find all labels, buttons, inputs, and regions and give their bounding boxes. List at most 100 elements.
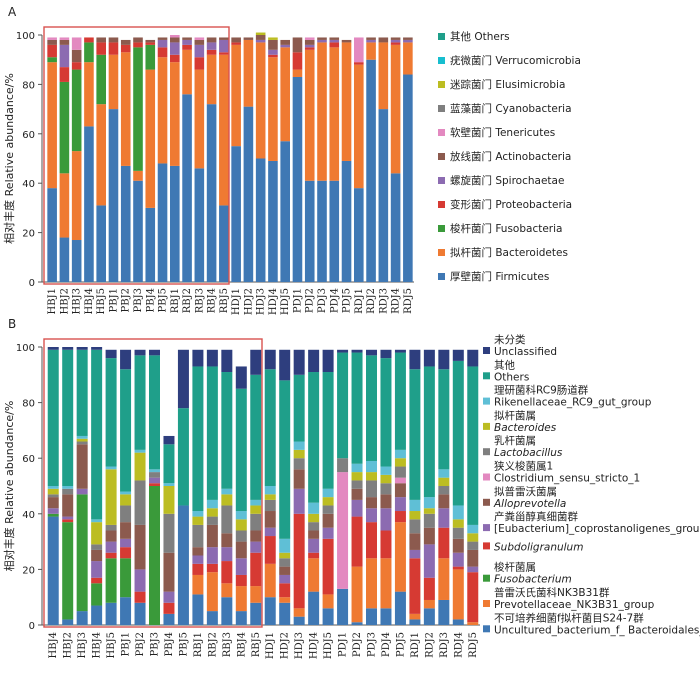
legend-label: 梭杆菌门 Fusobacteria — [450, 222, 562, 235]
category-label: HBJ4 — [84, 288, 95, 314]
bar-segment — [120, 538, 132, 548]
bar-segment — [59, 237, 70, 282]
bar-segment — [279, 552, 291, 559]
category-label: HDJ2 — [280, 632, 291, 659]
bar-segment — [59, 173, 70, 238]
y-tick-label: 100 — [16, 343, 35, 354]
category-label: HBJ3 — [77, 632, 88, 658]
category-label: PDJ1 — [338, 632, 349, 657]
bar-segment — [177, 349, 189, 409]
bar-segment — [231, 37, 241, 43]
category-label: HBJ4 — [48, 632, 59, 658]
bar-segment — [378, 37, 389, 43]
bar-segment — [308, 591, 320, 625]
bar-segment — [438, 349, 450, 370]
bar-segment — [76, 494, 88, 612]
bar-segment — [366, 37, 376, 40]
category-label: PDJ1 — [292, 288, 303, 313]
bar-segment — [206, 516, 218, 525]
bar-segment — [366, 522, 377, 559]
legend-label: Clostridium_sensu_stricto_1 — [494, 473, 640, 485]
bar-segment — [255, 158, 266, 282]
bar-segment — [163, 486, 175, 514]
bar-segment — [280, 47, 290, 142]
bar-segment — [76, 611, 88, 625]
category-label: HBJ5 — [96, 288, 107, 314]
bar-segment — [134, 452, 146, 481]
bar-segment — [235, 519, 247, 531]
category-label: RDJ4 — [391, 288, 402, 314]
bar-segment — [163, 613, 175, 625]
bar-segment — [59, 44, 70, 68]
bar-segment — [192, 524, 204, 548]
category-label: PDJ4 — [329, 288, 340, 313]
bar-segment — [452, 566, 464, 570]
bar-segment — [366, 460, 377, 473]
y-tick-label: 60 — [22, 454, 35, 465]
bar-segment — [134, 524, 146, 570]
bar-segment — [351, 480, 363, 489]
bar-segment — [105, 530, 117, 542]
category-label: RDJ5 — [468, 632, 479, 658]
bar-segment — [308, 372, 320, 503]
bar-segment — [120, 494, 132, 506]
bar-segment — [438, 477, 450, 486]
legend-label: Unclassified — [494, 346, 557, 358]
bar-segment — [105, 602, 117, 625]
bar-segment — [120, 558, 132, 598]
bar-segment — [163, 435, 175, 445]
bar-segment — [250, 530, 262, 542]
bar-segment — [317, 180, 327, 282]
bar-segment — [337, 352, 349, 459]
bar-segment — [120, 349, 132, 370]
bar-segment — [235, 366, 247, 389]
bar-segment — [84, 126, 94, 282]
bar-segment — [250, 602, 262, 625]
legend-label: Uncultured_bacterium_f_ Bacteroidales_S2… — [494, 624, 700, 636]
panel-label: A — [8, 5, 17, 19]
legend-swatch — [483, 542, 490, 550]
bar-segment — [264, 527, 276, 537]
bar-segment — [206, 49, 217, 55]
bar-segment — [206, 42, 217, 50]
bar-segment — [423, 577, 435, 600]
bar-segment — [149, 472, 160, 478]
y-tick-label: 40 — [22, 510, 35, 521]
bar-segment — [206, 366, 218, 500]
category-label: RBJ1 — [193, 632, 204, 657]
bar-segment — [243, 37, 254, 40]
highlight-box — [43, 26, 230, 285]
legend-swatch — [483, 448, 490, 456]
category-label: HDJ1 — [231, 288, 242, 315]
bar-segment — [337, 588, 349, 625]
bar-segment — [91, 347, 103, 350]
bar-segment — [279, 380, 291, 539]
bar-segment — [194, 57, 205, 70]
bar-segment — [206, 349, 218, 367]
legend-label: 疣微菌门 Verrucomicrobia — [450, 54, 581, 67]
legend-label: 螺旋菌门 Spirochaetae — [450, 174, 564, 187]
bar-segment — [308, 538, 320, 553]
legend-label: 软壁菌门 Tenericutes — [450, 126, 555, 139]
legend-label-cn: 乳杆菌属 — [494, 434, 536, 447]
bar-segment — [76, 488, 88, 495]
bar-segment — [206, 547, 218, 564]
bar-segment — [423, 497, 435, 509]
legend-label-cn: 不可培养细菌f拟杆菌目S24-7群 — [494, 611, 644, 624]
bar-segment — [366, 39, 376, 43]
legend-label-cn: 狭义梭菌属1 — [494, 460, 553, 473]
bar-segment — [96, 37, 106, 43]
bar-segment — [105, 524, 117, 531]
bar-segment — [354, 64, 364, 189]
legend-swatch — [438, 201, 445, 208]
bar-segment — [438, 369, 450, 470]
bar-segment — [192, 555, 204, 564]
bar-segment — [105, 466, 117, 470]
bar-segment — [221, 561, 233, 584]
bar-segment — [293, 513, 305, 609]
bar-segment — [322, 513, 334, 528]
bar-segment — [279, 349, 291, 381]
bar-segment — [341, 160, 352, 282]
legend-label: Prevotellaceae_NK3B31_group — [494, 599, 655, 611]
y-tick-label: 0 — [29, 621, 35, 632]
